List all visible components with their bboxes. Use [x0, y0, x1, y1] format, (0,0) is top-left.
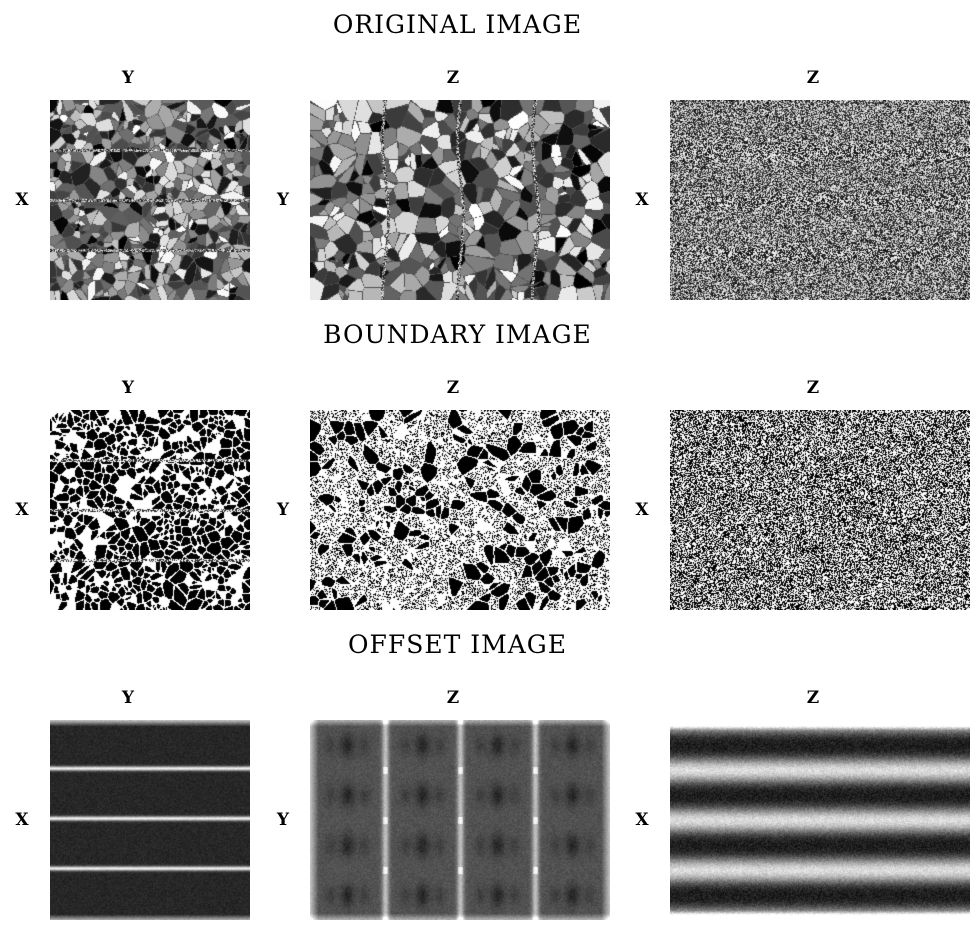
original-zx-panel: [670, 100, 970, 300]
offset-image-title: OFFSET IMAGE: [348, 630, 567, 659]
boundary-zx-panel: [670, 410, 970, 610]
boundary-image-title: BOUNDARY IMAGE: [323, 320, 592, 349]
original-yx-panel: [50, 100, 250, 300]
panel-2-2-top-axis-label: Z: [446, 378, 460, 398]
panel-1-2-left-axis-label: Y: [276, 190, 290, 210]
panel-3-1-top-axis-label: Y: [121, 688, 135, 708]
boundary-yx-panel: [50, 410, 250, 610]
panel-1-3-top-axis-label: Z: [806, 68, 820, 88]
offset-yx-panel: [50, 720, 250, 920]
panel-1-1-left-axis-label: X: [15, 190, 29, 210]
offset-zy-panel: [310, 720, 610, 920]
panel-1-2-top-axis-label: Z: [446, 68, 460, 88]
panel-2-3-top-axis-label: Z: [806, 378, 820, 398]
panel-3-3-left-axis-label: X: [635, 810, 649, 830]
panel-2-1-top-axis-label: Y: [121, 378, 135, 398]
panel-2-2-left-axis-label: Y: [276, 500, 290, 520]
boundary-zy-panel: [310, 410, 610, 610]
panel-1-1-top-axis-label: Y: [121, 68, 135, 88]
panel-3-2-left-axis-label: Y: [276, 810, 290, 830]
panel-3-1-left-axis-label: X: [15, 810, 29, 830]
original-image-title: ORIGINAL IMAGE: [332, 10, 583, 39]
original-zy-panel: [310, 100, 610, 300]
panel-3-2-top-axis-label: Z: [446, 688, 460, 708]
panel-1-3-left-axis-label: X: [635, 190, 649, 210]
panel-2-3-left-axis-label: X: [635, 500, 649, 520]
offset-zx-panel: [670, 720, 970, 920]
panel-3-3-top-axis-label: Z: [806, 688, 820, 708]
panel-2-1-left-axis-label: X: [15, 500, 29, 520]
